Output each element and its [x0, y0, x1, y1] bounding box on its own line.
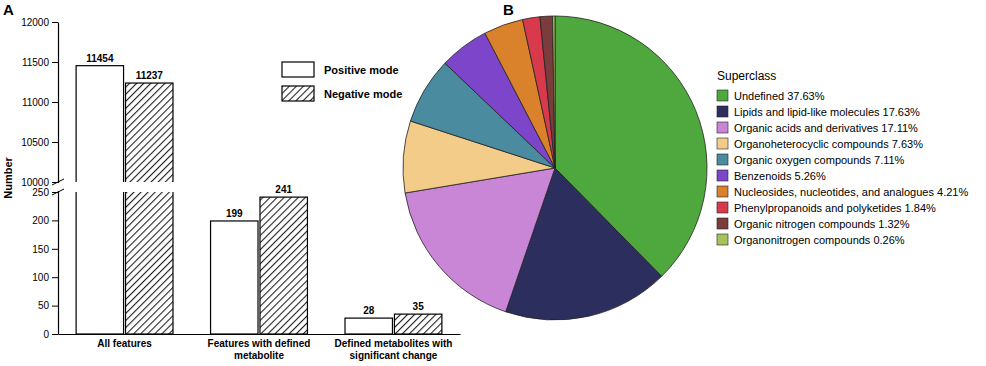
- y-tick-label: 200: [32, 215, 49, 226]
- x-tick: Defined metabolites withsignificant chan…: [335, 334, 453, 361]
- x-tick: Features with definedmetabolite: [208, 334, 311, 361]
- data-label: 28: [363, 305, 375, 316]
- legend-swatch: [717, 138, 728, 149]
- y-axis-title: Number: [2, 157, 14, 199]
- legend-title: Superclass: [717, 69, 776, 83]
- legend: Superclass Undefined 37.63% Lipids and lip…: [717, 69, 968, 246]
- y-tick-mark: [52, 220, 58, 221]
- y-tick-mark: [52, 334, 58, 335]
- y-tick-label: 100: [32, 272, 49, 283]
- y-tick-label: 11000: [22, 97, 50, 108]
- y-tick: 11000: [22, 97, 58, 108]
- pie-slice: [540, 16, 555, 168]
- tick-label-line: Features with defined: [208, 338, 311, 349]
- y-axis: 0 50 100 150 200 25010000 10500 11000 11500 12000: [21, 17, 58, 340]
- legend-swatch: [282, 86, 314, 101]
- pie-chart: B Superclass Undefined 37.63% Lipids and li…: [403, 1, 968, 320]
- legend-label: Organic nitrogen compounds 1.32%: [734, 218, 910, 230]
- bar: [345, 318, 392, 334]
- chart-title: B: [503, 1, 514, 18]
- data-labels: 11454 199 28 11237 241 35: [86, 53, 424, 316]
- x-tick-label: Features with definedmetabolite: [208, 338, 311, 361]
- y-tick: 0: [43, 329, 58, 340]
- y-axis-line: [58, 23, 59, 335]
- legend-swatch: [717, 106, 728, 117]
- y-tick: 10500: [21, 137, 58, 148]
- y-tick-mark: [52, 277, 58, 278]
- legend-label: Organonitrogen compounds 0.26%: [734, 234, 905, 246]
- legend-swatch: [717, 154, 728, 165]
- tick-label-line: All features: [97, 338, 152, 349]
- bar: [211, 221, 258, 334]
- y-tick-mark: [52, 306, 58, 307]
- legend-swatch: [717, 170, 728, 181]
- legend: Positive mode Negative mode: [282, 62, 402, 101]
- y-tick-label: 12000: [21, 17, 49, 28]
- y-tick: 200: [32, 215, 58, 226]
- legend-label: Nucleosides, nucleotides, and analogues …: [734, 186, 968, 198]
- y-tick-label: 10000: [21, 177, 49, 188]
- chart-title: A: [3, 1, 14, 18]
- y-tick-mark: [52, 249, 58, 250]
- legend-swatch: [717, 186, 728, 197]
- y-tick-mark: [52, 102, 58, 103]
- legend-swatch: [282, 62, 314, 77]
- axis-break: [51, 179, 65, 195]
- bar: [76, 66, 123, 334]
- bars: [76, 66, 442, 334]
- tick-label-line: Defined metabolites with: [335, 338, 453, 349]
- y-tick: 100: [32, 272, 58, 283]
- tick-label-line: significant change: [350, 350, 438, 361]
- chart-canvas: A 11454 199 28 11237 241 35 0 50 100 150 200 2501000…: [0, 0, 986, 366]
- data-label: 241: [275, 184, 292, 195]
- y-tick: 11500: [22, 57, 58, 68]
- y-tick-mark: [52, 62, 58, 63]
- legend-label: Negative mode: [324, 88, 402, 100]
- legend-label: Phenylpropanoids and polyketides 1.84%: [734, 202, 936, 214]
- data-label: 11454: [86, 53, 114, 64]
- y-tick: 50: [38, 300, 58, 311]
- bar: [126, 83, 173, 334]
- legend-label: Benzenoids 5.26%: [734, 170, 826, 182]
- x-axis: All features Features with definedmetabol…: [59, 334, 461, 361]
- y-tick-label: 11500: [22, 57, 50, 68]
- data-label: 35: [413, 301, 425, 312]
- y-tick: 150: [32, 244, 58, 255]
- x-tick-label: All features: [97, 338, 152, 349]
- y-tick-mark: [52, 142, 58, 143]
- bar: [260, 197, 307, 334]
- y-tick-label: 0: [43, 329, 49, 340]
- data-label: 199: [226, 208, 243, 219]
- y-tick-label: 250: [32, 187, 49, 198]
- y-tick-label: 150: [32, 244, 49, 255]
- data-label: 11237: [136, 70, 164, 81]
- legend-swatch: [717, 122, 728, 133]
- x-axis-line: [59, 334, 461, 335]
- legend-label: Organic oxygen compounds 7.11%: [734, 154, 905, 166]
- axis-break-mark: [52, 189, 64, 195]
- y-tick-mark: [52, 22, 58, 23]
- bar-chart: A 11454 199 28 11237 241 35 0 50 100 150 200 2501000…: [2, 1, 461, 361]
- y-tick: 12000: [21, 17, 58, 28]
- legend-swatch: [717, 90, 728, 101]
- legend-label: Positive mode: [324, 64, 399, 76]
- pie-slice: [523, 17, 555, 168]
- y-tick-label: 10500: [21, 137, 49, 148]
- legend-swatch: [717, 234, 728, 245]
- slices: [403, 16, 707, 320]
- bar: [394, 314, 441, 334]
- tick-label-line: metabolite: [234, 350, 284, 361]
- y-tick-label: 50: [38, 300, 50, 311]
- x-tick: All features: [97, 334, 152, 349]
- x-tick-label: Defined metabolites withsignificant chan…: [335, 338, 453, 361]
- legend-label: Lipids and lipid-like molecules 17.63%: [734, 106, 920, 118]
- legend-label: Organoheterocyclic compounds 7.63%: [734, 138, 923, 150]
- legend-label: Undefined 37.63%: [734, 90, 825, 102]
- pie-slice: [553, 16, 555, 168]
- legend-swatch: [717, 202, 728, 213]
- legend-swatch: [717, 218, 728, 229]
- axis-break-mark: [52, 179, 64, 185]
- legend-label: Organic acids and derivatives 17.11%: [734, 122, 918, 134]
